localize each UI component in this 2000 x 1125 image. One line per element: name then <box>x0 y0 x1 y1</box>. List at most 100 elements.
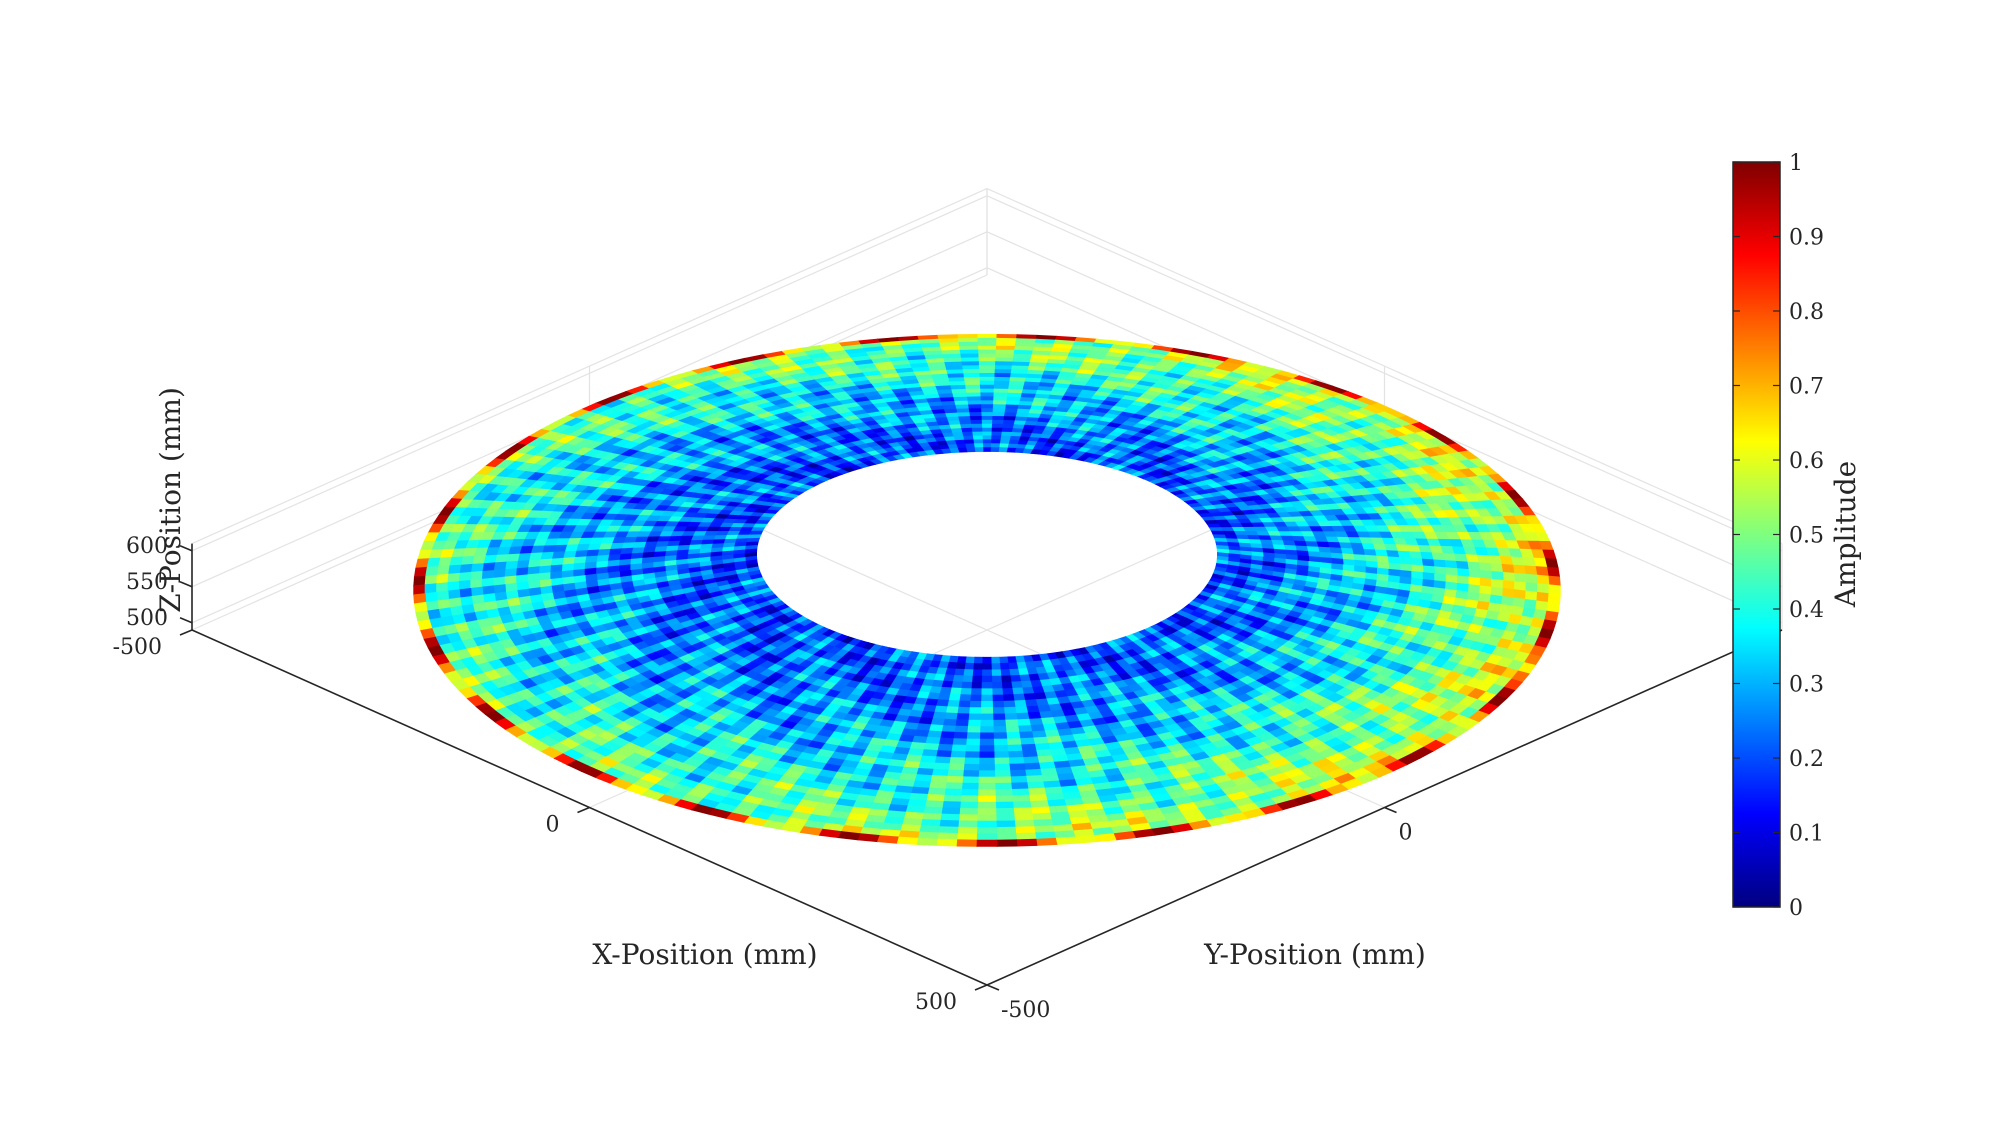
surface-cell <box>965 744 981 753</box>
surface-cell <box>551 551 566 560</box>
surface-cell <box>1003 706 1017 715</box>
surface-cell <box>993 738 1008 747</box>
surface-cell <box>937 693 952 701</box>
surface-cell <box>992 707 1005 715</box>
surface-cell <box>966 396 981 402</box>
surface-cell <box>1027 711 1042 720</box>
surface-cell <box>960 687 973 696</box>
surface-cell <box>980 726 994 734</box>
surface-cell <box>958 700 972 709</box>
surface-cell <box>1003 713 1018 721</box>
surface-cell <box>979 396 995 402</box>
surface-cell <box>981 682 993 690</box>
surface-cell <box>517 552 532 562</box>
surface-cell <box>951 744 968 753</box>
surface-cell <box>991 688 1004 696</box>
surface-cell <box>459 563 474 574</box>
surface-cell <box>965 656 976 664</box>
surface-cell <box>1013 699 1027 708</box>
surface-cell <box>980 404 994 410</box>
surface-cell <box>977 349 997 355</box>
surface-cell <box>752 523 768 529</box>
surface-cell <box>961 681 973 690</box>
surface-cell <box>1007 750 1024 759</box>
grid-line <box>986 188 1783 545</box>
surface-cell <box>963 669 975 677</box>
surface-cell <box>981 435 993 441</box>
surface-cell <box>991 675 1002 683</box>
surface-cell <box>950 750 967 759</box>
surface-cell <box>967 725 982 734</box>
surface-cell <box>990 439 1002 445</box>
surface-cell <box>998 656 1009 664</box>
surface-cell <box>943 674 956 683</box>
surface-cell <box>448 564 462 575</box>
surface-cell <box>981 427 993 433</box>
surface-cell <box>1005 725 1020 734</box>
surface-cell <box>990 663 1001 671</box>
surface-cell <box>1014 706 1029 714</box>
surface-cell <box>991 427 1004 433</box>
surface-cell <box>1006 738 1022 746</box>
surface-cell <box>990 656 1001 665</box>
surface-cell <box>959 694 972 702</box>
surface-cell <box>1019 737 1036 746</box>
surface-cell <box>991 423 1004 429</box>
surface-cell <box>966 400 982 406</box>
surface-cell <box>425 566 440 577</box>
surface-cell <box>944 712 959 721</box>
surface-cell <box>1001 681 1013 690</box>
surface-cell <box>978 369 996 374</box>
surface-cell <box>1489 563 1503 573</box>
surface-cell <box>1206 523 1222 529</box>
surface-cell <box>424 574 438 586</box>
surface-cell <box>934 705 949 714</box>
surface-cell <box>980 719 994 727</box>
surface-cell <box>970 688 983 696</box>
surface-cell <box>947 699 961 708</box>
surface-cell <box>990 443 1001 449</box>
surface-cell <box>1010 681 1023 689</box>
surface-cell <box>1021 686 1035 695</box>
surface-cell <box>981 439 993 445</box>
surface-cell <box>964 662 975 671</box>
surface-cell <box>981 669 993 677</box>
surface-cell <box>992 719 1007 728</box>
surface-cell <box>932 711 947 720</box>
surface-cell <box>980 408 994 413</box>
surface-cell <box>970 427 983 433</box>
surface-cell <box>1016 718 1031 727</box>
surface-cell <box>1022 693 1037 701</box>
surface-cell <box>936 750 953 758</box>
surface-cell <box>992 408 1007 414</box>
surface-cell <box>956 713 971 721</box>
surface-cell <box>991 431 1003 437</box>
surface-cell <box>951 681 964 689</box>
surface-cell <box>1004 719 1019 727</box>
surface-cell <box>978 365 996 370</box>
surface-cell <box>1002 694 1015 702</box>
surface-cell <box>979 751 995 759</box>
surface-cell <box>964 751 981 759</box>
surface-cell <box>1534 566 1549 577</box>
surface-cell <box>971 681 983 690</box>
surface-cell <box>1442 552 1457 562</box>
surface-cell <box>1006 656 1017 664</box>
surface-cell <box>413 575 427 587</box>
surface-cell <box>991 681 1003 690</box>
surface-cell <box>1025 705 1040 714</box>
surface-cell <box>981 675 993 683</box>
surface-cell <box>1524 573 1538 585</box>
surface-cell <box>991 435 1002 441</box>
surface-cell <box>1002 700 1016 709</box>
surface-cell <box>993 396 1008 402</box>
surface-cell <box>981 694 993 702</box>
surface-cell <box>1001 687 1014 696</box>
surface-cell <box>953 731 969 740</box>
surface-cell <box>998 447 1009 453</box>
surface-cell <box>955 662 967 670</box>
surface-cell <box>413 566 428 578</box>
surface-cell <box>941 725 957 733</box>
surface-cell <box>979 392 995 398</box>
